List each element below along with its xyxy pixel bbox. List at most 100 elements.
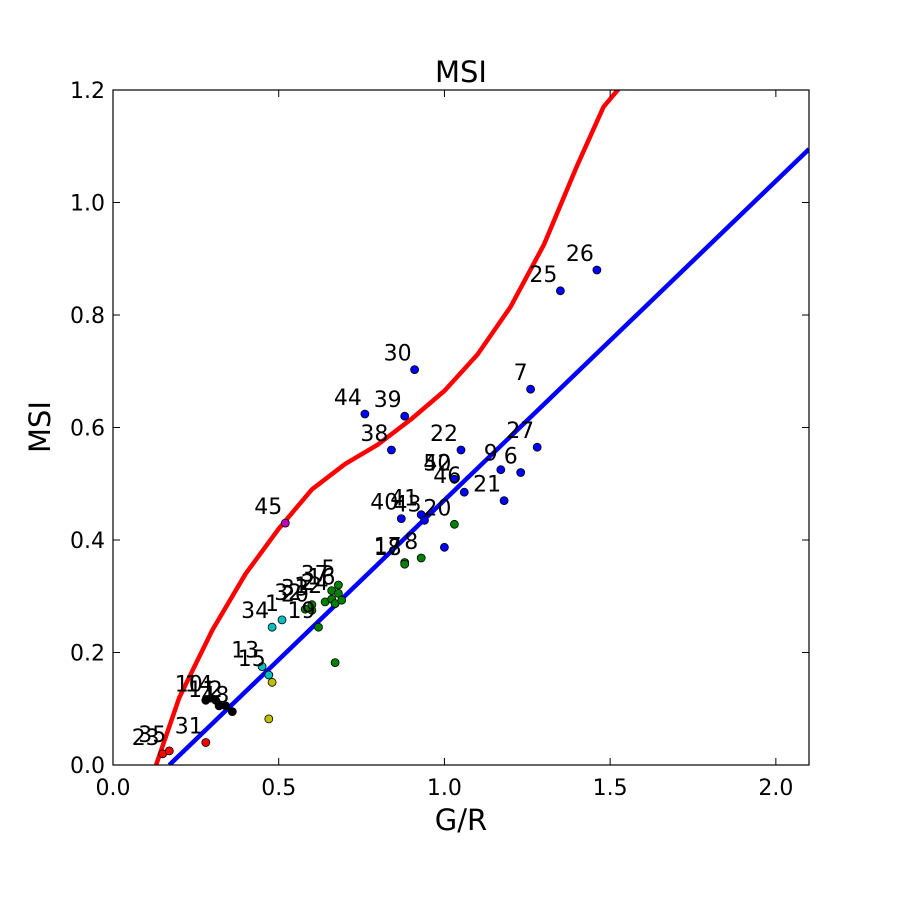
data-point [264,714,274,724]
data-point [496,465,506,475]
point-label: 42 [423,451,451,476]
point-label: 8 [404,530,418,555]
point-label: 22 [430,422,458,447]
x-tick-label: 1.0 [427,776,462,801]
data-point [300,604,310,614]
data-point [201,695,211,705]
data-point [221,701,231,711]
data-point [526,384,535,394]
point-label: 27 [506,419,534,444]
x-tick-label: 1.5 [593,776,628,801]
point-label: 21 [473,473,501,498]
point-label: 46 [433,464,461,489]
point-label: 30 [384,342,412,367]
point-label: 26 [566,242,594,267]
point-label: 40 [370,491,398,516]
point-label: 10 [175,672,203,697]
data-point [164,746,174,756]
point-label: 16 [307,565,335,590]
y-axis-title: MSI [23,401,57,453]
y-tick-label: 0.0 [70,754,105,779]
point-label: 19 [288,599,316,624]
point-label: 14 [185,672,213,697]
data-point [264,670,274,680]
data-point [201,738,211,747]
point-label: 43 [394,492,422,517]
point-label: 17 [374,535,402,560]
chart-title: MSI [435,55,487,89]
point-label: 11 [188,678,216,703]
point-label: 18 [374,536,402,561]
point-label: 50 [423,451,451,476]
data-point [267,622,277,632]
y-tick-label: 0.8 [70,304,105,329]
data-point [386,445,396,455]
data-point [449,519,459,529]
point-label: 13 [231,639,259,664]
point-label: 7 [514,361,528,386]
data-point [400,411,410,421]
point-label: 25 [529,263,557,288]
data-point [314,622,323,632]
point-label: 20 [423,496,451,521]
point-label: 9 [484,442,498,467]
point-label: 37 [301,563,329,588]
y-tick-label: 0.2 [70,642,105,667]
point-label: 12 [294,574,322,599]
data-point [400,559,410,569]
x-tick-label: 0.0 [96,776,131,801]
x-tick-label: 2.0 [758,776,793,801]
point-label: 34 [241,599,269,624]
x-axis-title: G/R [435,803,487,837]
point-label: 5 [321,557,335,582]
data-point [277,615,287,625]
data-point [330,658,340,667]
data-point [592,265,602,275]
point-label: 41 [390,487,418,512]
fit-line-linear-fit [167,147,809,765]
data-point [307,600,317,610]
point-label: 44 [334,386,362,411]
y-axis-ticks: 0.0 0.2 0.4 0.6 0.8 1.0 1.2 [70,79,809,779]
data-point [280,518,290,528]
point-label: 15 [238,647,266,672]
fit-lines [153,90,809,765]
point-label: 24 [301,571,329,596]
point-label: 20 [281,582,309,607]
y-tick-label: 0.6 [70,417,105,442]
point-label: 31 [175,715,203,740]
point-label: 1 [265,592,279,617]
data-points [158,265,602,759]
data-point [360,409,370,419]
data-point [499,496,509,506]
point-label: 39 [374,388,402,413]
point-label: 33 [281,577,309,602]
data-point [396,514,406,523]
data-point [337,595,347,605]
data-point [267,677,277,687]
data-point [439,542,449,552]
point-label: 6 [504,445,518,470]
y-tick-label: 1.0 [70,192,105,217]
x-axis-ticks: 0.0 0.5 1.0 1.5 2.0 [96,90,793,801]
fit-line-cubic-fit [153,90,621,765]
y-tick-label: 1.2 [70,79,105,104]
data-point [416,553,426,563]
data-point [456,445,466,455]
x-tick-label: 0.5 [261,776,296,801]
data-point [516,468,526,477]
point-label: 38 [360,422,388,447]
point-label: 45 [254,495,282,520]
data-point [459,487,469,497]
data-point [227,707,237,716]
data-point [556,286,565,296]
data-point [449,474,459,484]
data-point [420,515,429,525]
data-point [532,442,542,452]
y-tick-label: 0.4 [70,529,105,554]
point-label: 35 [138,723,166,748]
point-label: 32 [274,581,302,606]
data-point [257,662,267,671]
